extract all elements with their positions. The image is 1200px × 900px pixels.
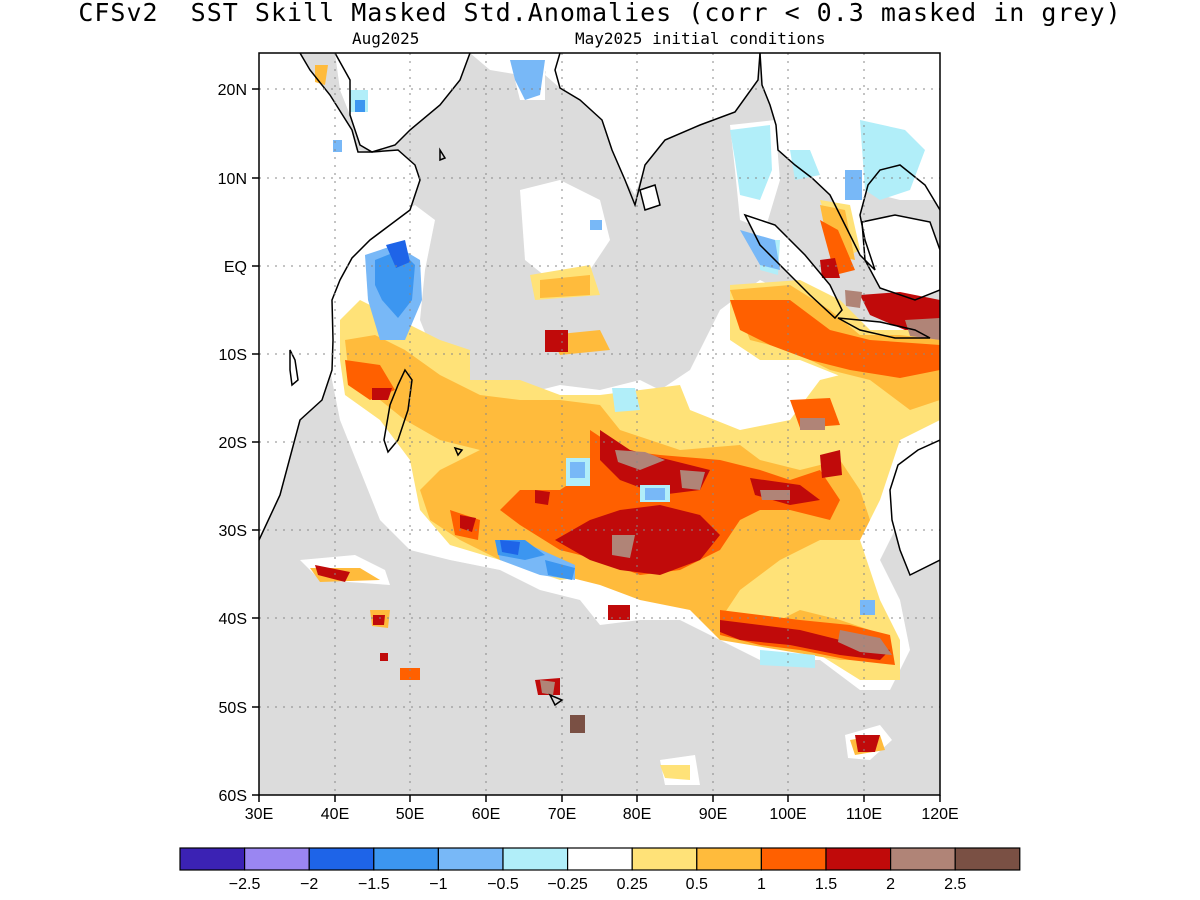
colorbar: −2.5 −2 −1.5 −1 −0.5 −0.25 0.25 0.5 1 1.5 2 2.5	[179, 847, 1021, 893]
colorbar-swatch	[502, 847, 569, 871]
lat-label-10n: 10N	[218, 171, 247, 188]
colorbar-swatch	[437, 847, 504, 871]
africa-landmass	[259, 53, 420, 540]
colorbar-label: −1	[429, 876, 447, 893]
lon-label-110e: 110E	[846, 806, 882, 823]
colorbar-label: −2.5	[229, 876, 261, 893]
arabia-landmass	[335, 53, 470, 152]
coastlines	[259, 53, 940, 707]
colorbar-label: 2	[886, 876, 895, 893]
colorbar-swatch	[373, 847, 439, 871]
colorbar-label: 0.5	[686, 876, 708, 893]
lat-label-10s: 10S	[219, 347, 247, 364]
axis-ticks	[252, 88, 941, 802]
colorbar-label: −0.25	[547, 876, 588, 893]
lon-label-40e: 40E	[321, 806, 349, 823]
lon-label-70e: 70E	[548, 806, 576, 823]
lon-label-60e: 60E	[472, 806, 500, 823]
colorbar-label: 1.5	[815, 876, 837, 893]
colorbar-label: 0.25	[617, 876, 648, 893]
lat-label-30s: 30S	[219, 523, 247, 540]
lat-label-20s: 20S	[219, 435, 247, 452]
colorbar-swatch	[179, 847, 246, 871]
colorbar-swatch	[244, 847, 310, 871]
lon-label-80e: 80E	[623, 806, 651, 823]
anomaly-field	[300, 60, 940, 785]
borneo	[862, 215, 940, 300]
colorbar-swatch	[889, 847, 956, 871]
lat-lon-grid	[259, 53, 940, 795]
initial-conditions-label: May2025 initial conditions	[575, 29, 826, 48]
forecast-month: Aug2025	[352, 29, 420, 48]
lon-label-100e: 100E	[769, 806, 806, 823]
lon-label-50e: 50E	[396, 806, 424, 823]
colorbar-swatch	[696, 847, 762, 871]
lat-label-50s: 50S	[219, 700, 247, 717]
india-landmass	[545, 53, 760, 195]
colorbar-swatch	[566, 847, 633, 871]
colorbar-swatch	[825, 847, 892, 871]
sri-lanka	[640, 185, 660, 210]
colorbar-swatch	[308, 847, 375, 871]
colorbar-label: −0.5	[487, 876, 519, 893]
lon-label-30e: 30E	[245, 806, 273, 823]
colorbar-label: 1	[757, 876, 766, 893]
colorbar-swatch	[760, 847, 827, 871]
southeast-asia-landmass	[760, 53, 940, 270]
lat-label-20n: 20N	[218, 82, 247, 99]
colorbar-swatch	[954, 847, 1021, 871]
lon-label-120e: 120E	[921, 806, 958, 823]
colorbar-swatch	[631, 847, 698, 871]
plot-title: CFSv2 SST Skill Masked Std.Anomalies (co…	[78, 0, 1122, 27]
lat-label-40s: 40S	[219, 611, 247, 628]
colorbar-label: −2	[300, 876, 318, 893]
lon-label-90e: 90E	[699, 806, 727, 823]
lat-label-60s: 60S	[219, 788, 247, 805]
colorbar-label: 2.5	[944, 876, 966, 893]
colorbar-label: −1.5	[358, 876, 390, 893]
map-frame	[258, 52, 941, 796]
lat-label-eq: EQ	[224, 259, 247, 276]
